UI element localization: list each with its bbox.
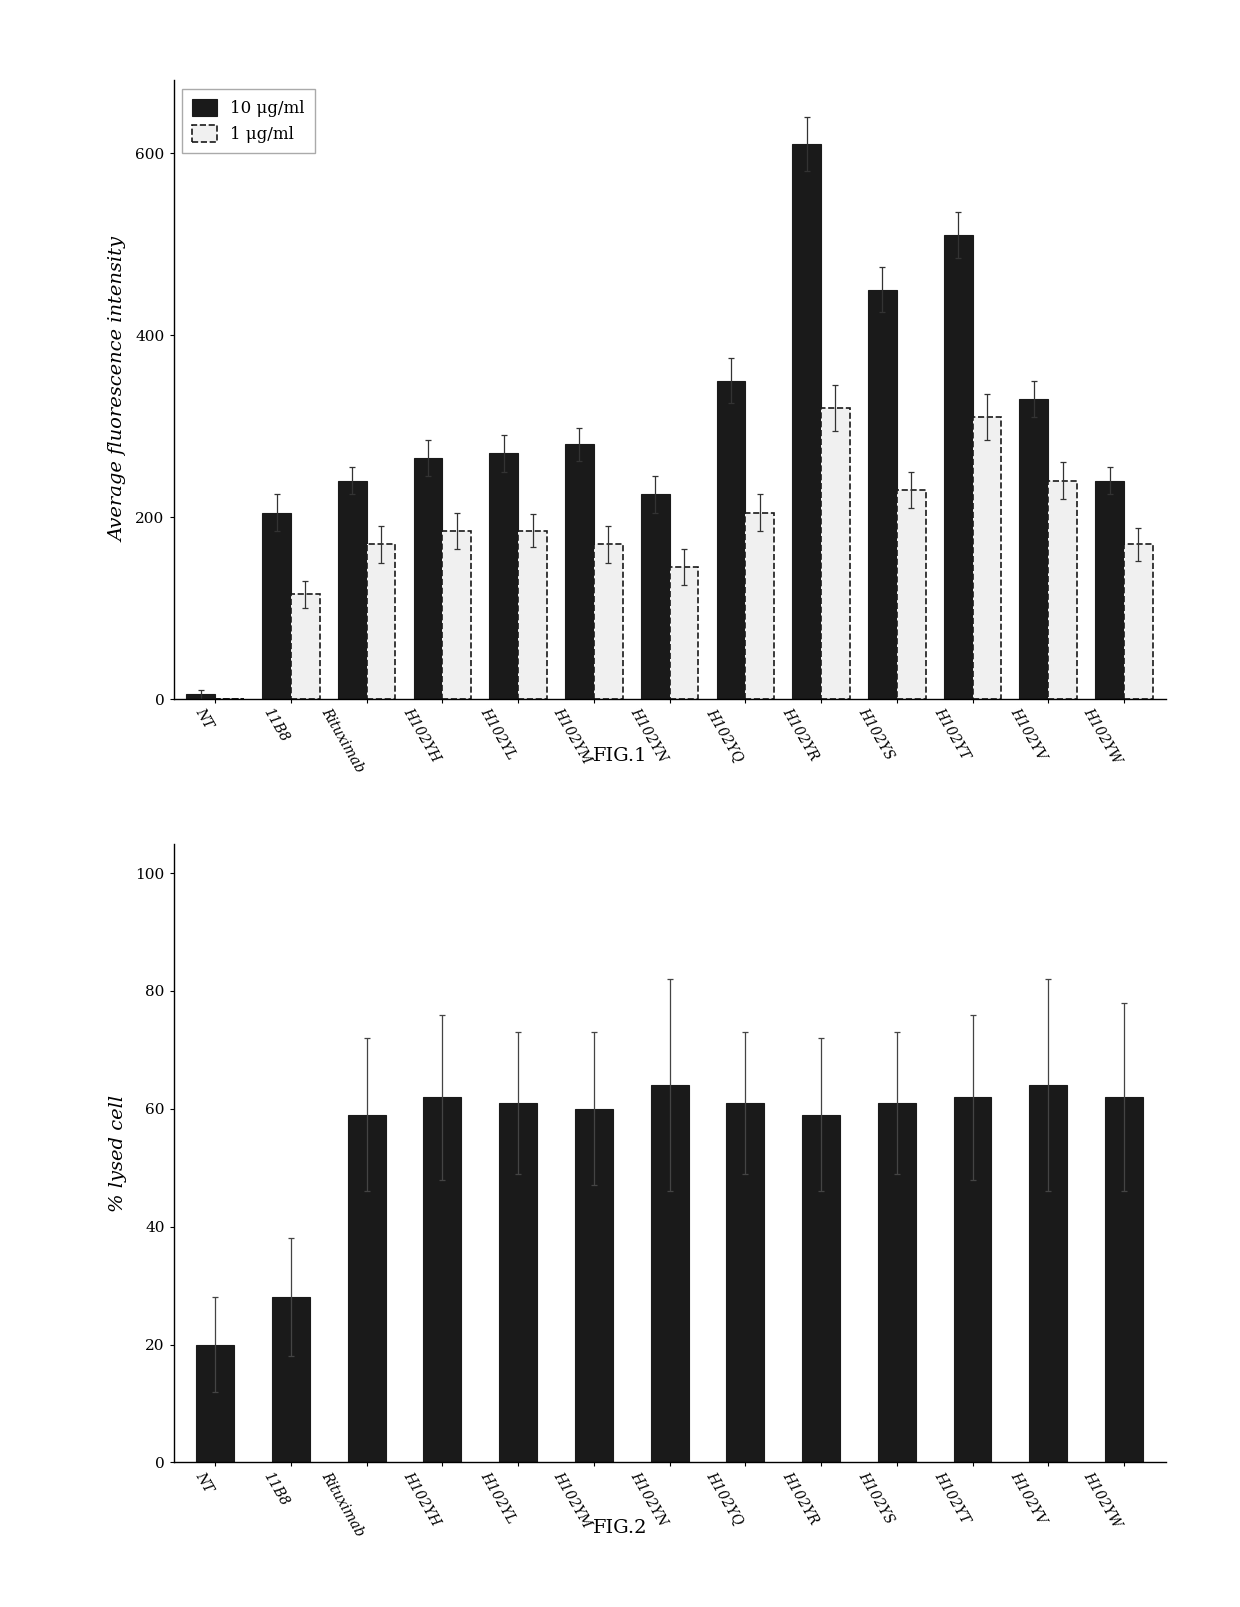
Bar	[1029, 1085, 1068, 1462]
Bar	[944, 235, 972, 699]
Bar	[745, 513, 774, 699]
Bar	[727, 1102, 764, 1462]
Bar	[792, 145, 821, 699]
Bar	[1048, 480, 1078, 699]
Bar	[443, 530, 471, 699]
Text: FIG.1: FIG.1	[593, 747, 647, 765]
Bar	[500, 1102, 537, 1462]
Bar	[868, 289, 897, 699]
Bar	[424, 1098, 461, 1462]
Bar	[1123, 545, 1153, 699]
Bar	[897, 490, 925, 699]
Legend: 10 μg/ml, 1 μg/ml: 10 μg/ml, 1 μg/ml	[182, 88, 315, 153]
Bar	[802, 1115, 839, 1462]
Bar	[821, 408, 849, 699]
Y-axis label: % lysed cell: % lysed cell	[109, 1094, 126, 1212]
Bar	[1095, 480, 1123, 699]
Bar	[878, 1102, 915, 1462]
Bar	[1105, 1098, 1143, 1462]
Bar	[490, 453, 518, 699]
Bar	[414, 458, 443, 699]
Bar	[347, 1115, 386, 1462]
Bar	[565, 444, 594, 699]
Y-axis label: Average fluorescence intensity: Average fluorescence intensity	[109, 238, 126, 542]
Bar	[262, 513, 291, 699]
Bar	[954, 1098, 992, 1462]
Bar	[367, 545, 396, 699]
Bar	[575, 1109, 613, 1462]
Text: FIG.2: FIG.2	[593, 1519, 647, 1536]
Bar	[670, 567, 698, 699]
Bar	[518, 530, 547, 699]
Bar	[272, 1297, 310, 1462]
Bar	[291, 595, 320, 699]
Bar	[339, 480, 367, 699]
Bar	[717, 381, 745, 699]
Bar	[594, 545, 622, 699]
Bar	[972, 416, 1001, 699]
Bar	[1019, 399, 1048, 699]
Bar	[196, 1345, 234, 1462]
Bar	[641, 495, 670, 699]
Bar	[186, 694, 216, 699]
Bar	[651, 1085, 688, 1462]
